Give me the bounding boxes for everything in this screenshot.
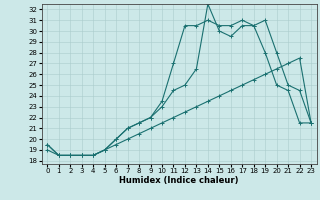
X-axis label: Humidex (Indice chaleur): Humidex (Indice chaleur) [119, 176, 239, 185]
